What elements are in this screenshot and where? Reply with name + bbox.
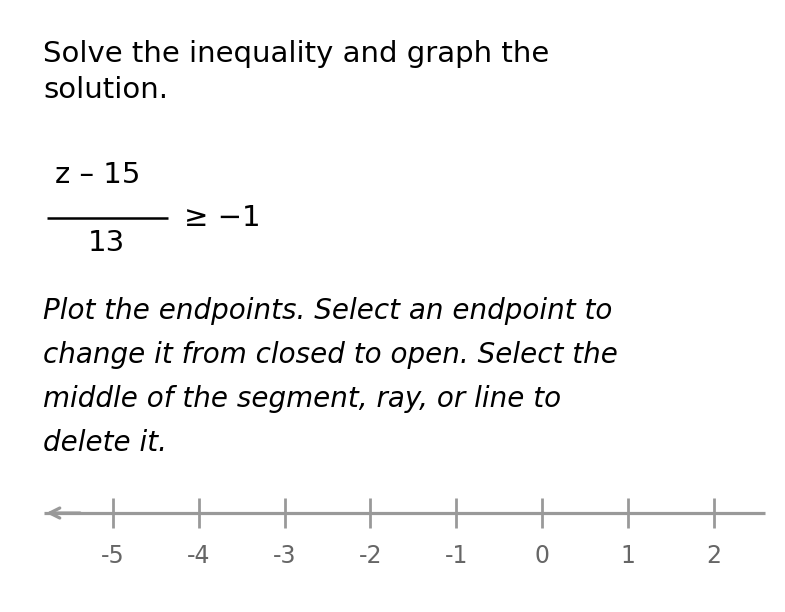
Text: -5: -5 bbox=[101, 544, 125, 568]
Text: -3: -3 bbox=[272, 544, 296, 568]
Text: 0: 0 bbox=[535, 544, 550, 568]
Text: Solve the inequality and graph the: Solve the inequality and graph the bbox=[43, 40, 549, 68]
Text: z – 15: z – 15 bbox=[55, 162, 141, 190]
Text: delete it.: delete it. bbox=[43, 429, 167, 457]
Text: middle of the segment, ray, or line to: middle of the segment, ray, or line to bbox=[43, 385, 561, 413]
Text: 13: 13 bbox=[88, 229, 125, 257]
Text: Plot the endpoints. Select an endpoint to: Plot the endpoints. Select an endpoint t… bbox=[43, 297, 612, 325]
Text: -1: -1 bbox=[444, 544, 468, 568]
Text: -4: -4 bbox=[187, 544, 210, 568]
Text: -2: -2 bbox=[359, 544, 382, 568]
Text: ≥ −1: ≥ −1 bbox=[184, 204, 261, 232]
Text: solution.: solution. bbox=[43, 76, 168, 105]
Text: 2: 2 bbox=[706, 544, 721, 568]
Text: change it from closed to open. Select the: change it from closed to open. Select th… bbox=[43, 341, 618, 369]
Text: 1: 1 bbox=[620, 544, 635, 568]
